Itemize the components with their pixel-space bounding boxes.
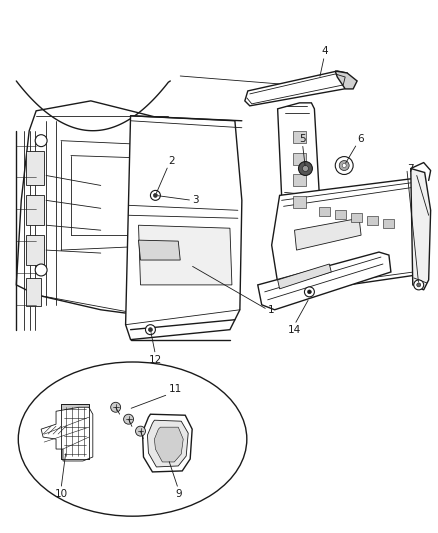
Polygon shape <box>126 116 242 340</box>
Text: 3: 3 <box>192 196 199 205</box>
Polygon shape <box>61 404 89 459</box>
Polygon shape <box>411 168 431 290</box>
Circle shape <box>153 193 157 197</box>
Polygon shape <box>26 196 44 225</box>
Circle shape <box>111 402 120 412</box>
Circle shape <box>303 166 308 172</box>
Text: 1: 1 <box>268 305 274 315</box>
Text: 12: 12 <box>149 354 162 365</box>
Polygon shape <box>319 207 330 216</box>
Polygon shape <box>293 174 307 187</box>
Polygon shape <box>293 131 307 143</box>
Polygon shape <box>278 264 331 289</box>
Polygon shape <box>138 240 180 260</box>
Text: 11: 11 <box>168 384 182 394</box>
Text: 9: 9 <box>175 489 182 499</box>
Circle shape <box>307 290 311 294</box>
Polygon shape <box>26 151 44 185</box>
Polygon shape <box>142 414 192 472</box>
Text: 10: 10 <box>54 489 67 499</box>
Text: 4: 4 <box>321 46 328 56</box>
Text: 14: 14 <box>288 325 301 335</box>
Polygon shape <box>272 179 421 295</box>
Polygon shape <box>16 101 178 320</box>
Text: 2: 2 <box>168 156 175 166</box>
Polygon shape <box>41 407 93 461</box>
Polygon shape <box>278 103 319 290</box>
Circle shape <box>342 164 346 167</box>
Polygon shape <box>258 252 391 310</box>
Circle shape <box>35 264 47 276</box>
Text: 7: 7 <box>407 164 413 174</box>
Circle shape <box>135 426 145 436</box>
Circle shape <box>298 161 312 175</box>
Circle shape <box>414 280 424 290</box>
Polygon shape <box>335 71 357 89</box>
Ellipse shape <box>18 362 247 516</box>
Circle shape <box>304 287 314 297</box>
Polygon shape <box>293 196 307 208</box>
Polygon shape <box>155 427 183 462</box>
Polygon shape <box>293 152 307 165</box>
Polygon shape <box>148 420 188 467</box>
Circle shape <box>150 190 160 200</box>
Text: 6: 6 <box>357 134 364 144</box>
Circle shape <box>124 414 134 424</box>
Circle shape <box>339 160 349 171</box>
Circle shape <box>145 325 155 335</box>
Circle shape <box>35 135 47 147</box>
Polygon shape <box>335 211 346 219</box>
Polygon shape <box>138 225 232 285</box>
Text: 5: 5 <box>299 134 306 144</box>
Circle shape <box>148 328 152 332</box>
Polygon shape <box>26 278 41 306</box>
Polygon shape <box>245 71 349 106</box>
Polygon shape <box>367 216 378 225</box>
Polygon shape <box>383 219 394 228</box>
Circle shape <box>335 157 353 174</box>
Polygon shape <box>294 218 361 250</box>
Polygon shape <box>26 235 44 265</box>
Polygon shape <box>351 213 362 222</box>
Circle shape <box>417 283 421 287</box>
